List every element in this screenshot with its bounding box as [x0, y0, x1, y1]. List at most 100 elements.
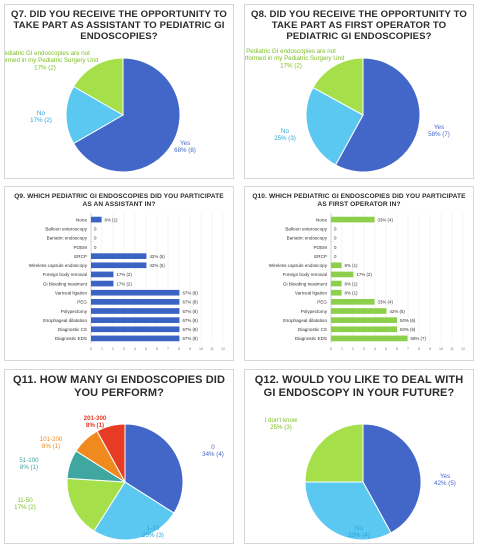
x-tick-label: 7: [167, 347, 169, 351]
pie-label-1: 1-10 25% (3): [142, 525, 164, 539]
bar: [91, 299, 180, 305]
pie-slice-2: [304, 423, 364, 483]
x-tick-label: 0: [330, 347, 332, 351]
x-tick-label: 3: [123, 347, 125, 351]
x-tick-label: 5: [145, 347, 147, 351]
data-label: 33% (4): [378, 300, 394, 305]
category-label: Bariatric endoscopy: [47, 236, 88, 241]
chart-panel-q9: Q9. WHICH PEDIATRIC GI ENDOSCOPIES DID Y…: [4, 186, 234, 361]
data-label: 8% (1): [345, 291, 358, 296]
data-label: 67% (8): [182, 327, 198, 332]
data-label: 50% (6): [400, 327, 416, 332]
category-label: Wireless capsule endoscopy: [29, 263, 88, 268]
bar: [91, 326, 180, 333]
data-label: 67% (8): [182, 309, 198, 314]
pie-slice-1: [93, 481, 175, 541]
x-tick-label: 6: [396, 347, 398, 351]
category-label: None: [316, 217, 327, 222]
bar: [91, 317, 180, 323]
pie-label-2: 11-50 17% (2): [14, 497, 36, 511]
bar: [91, 335, 180, 342]
pie-label-0: Yes 68% (8): [174, 140, 196, 154]
bar: [91, 289, 180, 296]
bar: [331, 289, 342, 296]
category-label: Variceal ligation: [295, 291, 328, 296]
pie-label-4: 101-200 8% (1): [40, 436, 63, 450]
category-label: PEG: [77, 300, 87, 305]
x-tick-label: 8: [178, 347, 180, 351]
pie-slice-2: [312, 57, 364, 116]
bar: [91, 308, 180, 314]
category-label: PEG: [317, 300, 327, 305]
category-label: Balloon enteroscopy: [45, 227, 87, 232]
pie-label-1: No 25% (3): [274, 128, 296, 142]
data-label: 0: [334, 236, 337, 241]
pie-slice-2: [66, 477, 126, 532]
data-label: 8% (1): [345, 263, 358, 268]
chart-panel-q8: Q8. DID YOU RECEIVE THE OPPORTUNITY TO T…: [244, 4, 474, 179]
data-label: 8% (1): [345, 281, 358, 286]
category-label: ERCP: [74, 254, 87, 259]
category-label: Foreign body removal: [43, 272, 87, 277]
chart-title: Q8. DID YOU RECEIVE THE OPPORTUNITY TO T…: [251, 9, 467, 42]
category-label: POEM: [73, 245, 87, 250]
category-label: Diagnostic CS: [58, 327, 87, 332]
data-label: 8% (1): [105, 217, 118, 222]
category-label: Diagnostic EDS: [295, 336, 327, 341]
x-tick-label: 10: [439, 347, 443, 351]
data-label: 50% (6): [400, 318, 416, 323]
chart-panel-q7: Q7. DID YOU RECEIVE THE OPPORTUNITY TO T…: [4, 4, 234, 179]
bar: [331, 335, 408, 342]
bar: [331, 308, 387, 314]
pie-label-2: I don't know 25% (3): [265, 417, 298, 431]
data-label: 42% (5): [149, 263, 165, 268]
category-label: Diagnostic CS: [298, 327, 327, 332]
bar: [331, 317, 397, 323]
data-label: 0: [94, 245, 97, 250]
pie-slice-1: [305, 86, 364, 166]
pie-chart: 0 34% (4) 1-10 25% (3) 11-50 17% (2) 51-100 8% …: [14, 415, 224, 541]
x-tick-label: 11: [450, 347, 454, 351]
x-tick-label: 2: [352, 347, 354, 351]
pie-label-5: 201-300 8% (1): [84, 415, 107, 429]
x-tick-label: 12: [461, 347, 465, 351]
chart-panel-q10: Q10. WHICH PEDIATRIC GI ENDOSCOPIES DID …: [244, 186, 474, 361]
bar: [91, 280, 114, 287]
chart-title: Q10. WHICH PEDIATRIC GI ENDOSCOPIES DID …: [252, 193, 466, 208]
data-label: 58% (7): [411, 336, 427, 341]
data-label: 17% (2): [356, 272, 372, 277]
x-tick-label: 12: [221, 347, 225, 351]
pie-slice-1: [65, 85, 124, 145]
data-label: 17% (2): [116, 281, 132, 286]
bar: [331, 280, 342, 287]
pie-slice-1: [304, 481, 392, 541]
bar: [331, 271, 354, 278]
pie-slice-0: [334, 57, 421, 173]
pie-chart: Yes 58% (7) No 25% (3) Pediatric GI endoscop…: [245, 48, 450, 173]
category-label: Variceal ligation: [55, 291, 88, 296]
bar: [331, 262, 342, 269]
bar: [331, 299, 375, 305]
chart-title: Q9. WHICH PEDIATRIC GI ENDOSCOPIES DID Y…: [14, 193, 224, 208]
category-label: Balloon enteroscopy: [285, 227, 327, 232]
category-label: GI bleeding treatment: [283, 281, 328, 286]
data-label: 67% (8): [182, 300, 198, 305]
x-tick-label: 7: [407, 347, 409, 351]
bar: [331, 216, 375, 223]
pie-label-2: Pediatric GI endoscopies are notperforme…: [5, 50, 99, 71]
pie-label-0: Yes 42% (5): [434, 473, 456, 487]
category-label: Diagnostic EDS: [55, 336, 87, 341]
data-label: 0: [94, 227, 97, 232]
category-label: Bariatric endoscopy: [287, 236, 328, 241]
x-tick-label: 9: [189, 347, 191, 351]
category-label: Wireless capsule endoscopy: [269, 263, 328, 268]
x-tick-label: 1: [341, 347, 343, 351]
bar: [331, 326, 397, 333]
x-tick-label: 8: [418, 347, 420, 351]
x-tick-label: 4: [374, 347, 376, 351]
chart-panel-q11: Q11. HOW MANY GI ENDOSCOPIES DID YOU PER…: [4, 369, 234, 544]
pie-chart: Yes 42% (5) No 33% (4) I don't know 25% (3): [265, 417, 456, 541]
pie-chart: Yes 68% (8) No 17% (2) Pediatric GI endoscop…: [5, 50, 196, 173]
